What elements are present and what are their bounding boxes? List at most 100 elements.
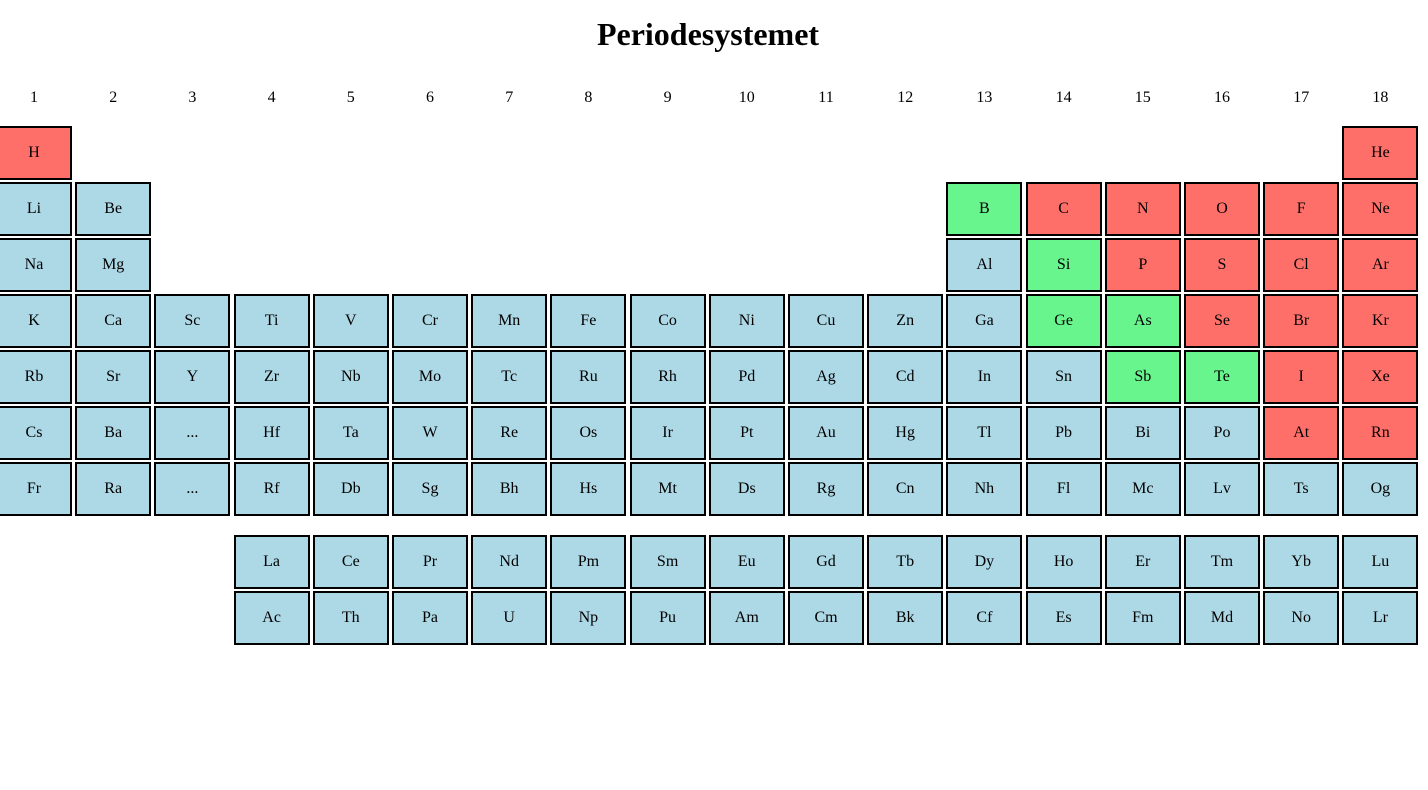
element-cell: Cl [1263,238,1340,292]
group-number: 10 [738,89,755,106]
group-number: 11 [818,89,834,106]
element-cell: I [1263,350,1340,404]
element-cell: Re [471,406,548,460]
group-number: 12 [897,89,914,106]
element-symbol: Mg [102,256,125,273]
element-symbol: Ir [662,424,673,441]
element-cell: Ge [1025,294,1102,348]
element-cell: Pd [708,350,785,404]
element-cell: Cu [788,294,864,348]
element-cell: Bh [471,462,548,516]
element-symbol: Ga [975,312,994,329]
element-symbol: Ru [579,368,598,385]
element-cell: Br [1263,294,1340,348]
element-symbol: Y [186,368,199,385]
element-symbol: B [979,200,990,217]
element-cell: Rf [233,462,310,516]
element-symbol: Pr [422,553,438,570]
element-cell: No [1263,591,1340,645]
element-symbol: Pu [659,609,677,626]
element-symbol: Rf [263,480,280,497]
group-number: 6 [426,89,434,106]
group-number: 14 [1055,89,1072,106]
element-cell: Rh [629,350,706,404]
element-symbol: Br [1293,312,1310,329]
element-cell: Fr [0,462,72,516]
element-cell: Au [788,406,864,460]
element-cell: Mc [1104,462,1181,516]
element-cell: Ho [1025,535,1102,589]
element-symbol: Te [1214,368,1230,385]
element-cell: Pu [629,591,706,645]
element-cell: La [233,535,310,589]
element-symbol: Se [1214,312,1230,329]
element-cell: Hs [550,462,627,516]
element-symbol: K [28,312,40,329]
element-symbol: Hs [579,480,598,497]
group-number: 17 [1293,89,1310,106]
element-cell: V [312,294,389,348]
group-number: 4 [267,89,276,106]
element-symbol: V [345,312,357,329]
element-cell: Se [1184,294,1260,348]
element-cell: Ga [946,294,1023,348]
element-symbol: Cr [422,312,438,329]
element-placeholder-cell: ... [154,462,231,516]
group-number: 16 [1214,89,1230,106]
element-cell: F [1263,182,1340,236]
element-symbol: Zn [896,312,915,329]
element-symbol: Lv [1213,480,1231,497]
element-symbol: Al [976,256,993,273]
element-symbol: Th [341,609,360,626]
element-cell: Lr [1342,591,1419,645]
element-cell: Bi [1104,406,1181,460]
element-cell: Y [154,350,231,404]
element-symbol: Er [1135,553,1151,570]
element-cell: Cr [392,294,468,348]
group-number: 9 [663,89,672,106]
element-cell: Ba [75,406,152,460]
element-cell: Ne [1342,182,1419,236]
element-cell: Nh [946,462,1023,516]
element-cell: Si [1025,238,1102,292]
element-symbol: Ge [1054,312,1073,329]
element-symbol: Ag [816,368,836,385]
element-cell: Co [629,294,706,348]
element-symbol: No [1291,609,1311,626]
element-symbol: Mn [498,312,521,329]
element-symbol: Os [579,424,598,441]
element-cell: C [1025,182,1102,236]
element-symbol: Ts [1293,480,1309,497]
element-symbol: Pt [740,424,754,441]
element-cell: Tm [1184,535,1260,589]
element-symbol: Bh [499,480,519,497]
group-number: 18 [1372,89,1389,106]
group-number: 1 [30,89,38,106]
element-cell: U [471,591,548,645]
element-cell: Sg [392,462,468,516]
element-symbol: Np [578,609,599,626]
group-number: 5 [346,89,355,106]
element-symbol: ... [186,424,199,441]
element-cell: Ce [312,535,389,589]
element-cell: Th [312,591,389,645]
element-symbol: Pb [1055,424,1073,441]
element-symbol: N [1137,200,1149,217]
element-symbol: Db [341,480,361,497]
element-symbol: W [422,424,438,441]
element-cell: Md [1184,591,1260,645]
element-symbol: Ca [104,312,123,329]
element-cell: S [1184,238,1260,292]
element-cell: Es [1025,591,1102,645]
element-cell: Ni [708,294,785,348]
element-symbol: Mc [1132,480,1154,497]
element-symbol: Si [1056,256,1071,273]
element-cell: Os [550,406,627,460]
element-cell: Bk [867,591,944,645]
element-symbol: Cm [814,609,838,626]
element-symbol: Bi [1135,424,1151,441]
element-symbol: Tm [1210,553,1234,570]
element-symbol: As [1133,312,1152,329]
element-cell: Cs [0,406,72,460]
element-cell: Ac [233,591,310,645]
